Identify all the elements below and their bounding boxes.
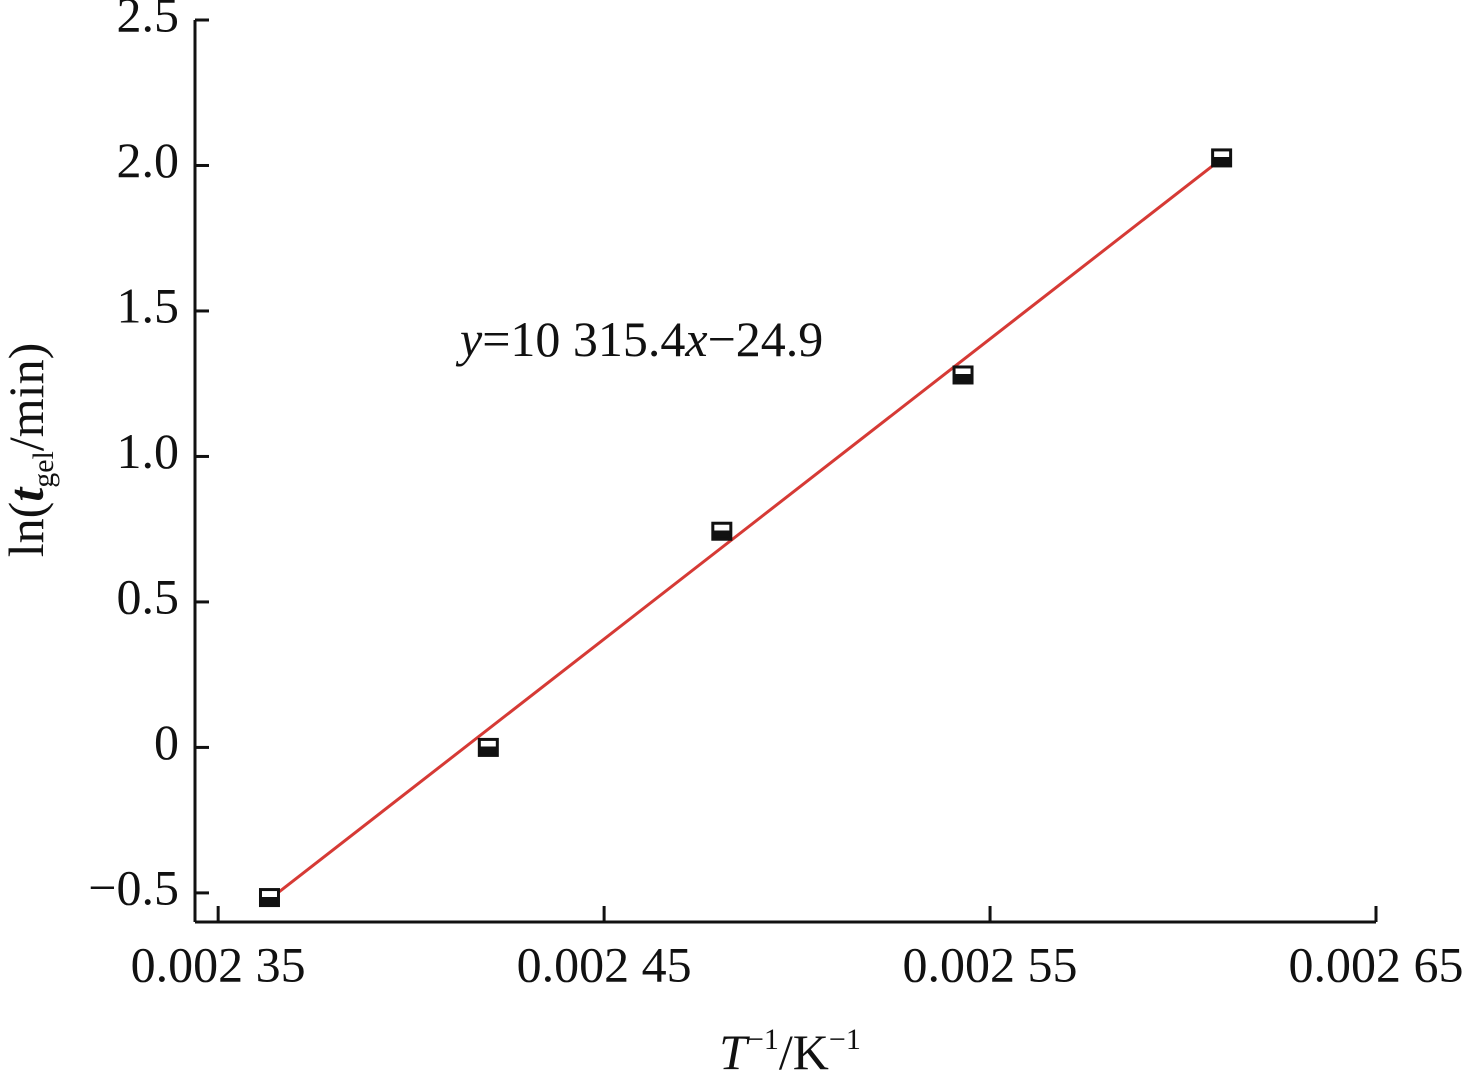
fit-equation: y=10 315.4x−24.9 bbox=[455, 311, 823, 367]
x-tick-label: 0.002 35 bbox=[131, 936, 306, 992]
x-tick-label: 0.002 55 bbox=[903, 936, 1078, 992]
y-tick-label: 0.5 bbox=[117, 568, 180, 624]
data-point bbox=[952, 365, 974, 385]
x-axis-label: T−1/K−1 bbox=[719, 1023, 861, 1081]
data-point bbox=[711, 521, 733, 541]
yl-sub: gel bbox=[27, 451, 60, 488]
yl-ln: ln( bbox=[0, 502, 54, 558]
data-point bbox=[258, 888, 280, 908]
y-tick-label: 1.0 bbox=[117, 423, 180, 479]
y-tick-label: −0.5 bbox=[88, 859, 179, 915]
eq-x: x bbox=[684, 311, 707, 367]
xl-sup2: −1 bbox=[829, 1023, 861, 1056]
x-tick-label: 0.002 45 bbox=[517, 936, 692, 992]
eq-const: −24.9 bbox=[708, 311, 824, 367]
y-tick-label: 0 bbox=[154, 714, 179, 770]
y-tick-label: 2.0 bbox=[117, 132, 180, 188]
yl-unit: /min) bbox=[0, 343, 54, 451]
xl-sup: −1 bbox=[747, 1023, 779, 1056]
yl-t: t bbox=[0, 486, 54, 502]
eq-coef: =10 315.4 bbox=[482, 311, 685, 367]
y-tick-label: 1.5 bbox=[117, 277, 180, 333]
x-tick-label: 0.002 65 bbox=[1289, 936, 1464, 992]
y-tick-label: 2.5 bbox=[117, 0, 180, 42]
fit-line bbox=[268, 157, 1223, 901]
eq-y: y bbox=[455, 311, 483, 367]
y-axis-label: ln(tgel/min) bbox=[0, 343, 60, 557]
data-point bbox=[1211, 148, 1233, 168]
xl-unit: /K bbox=[779, 1024, 829, 1080]
data-point bbox=[477, 737, 499, 757]
xl-t: T bbox=[719, 1024, 750, 1080]
